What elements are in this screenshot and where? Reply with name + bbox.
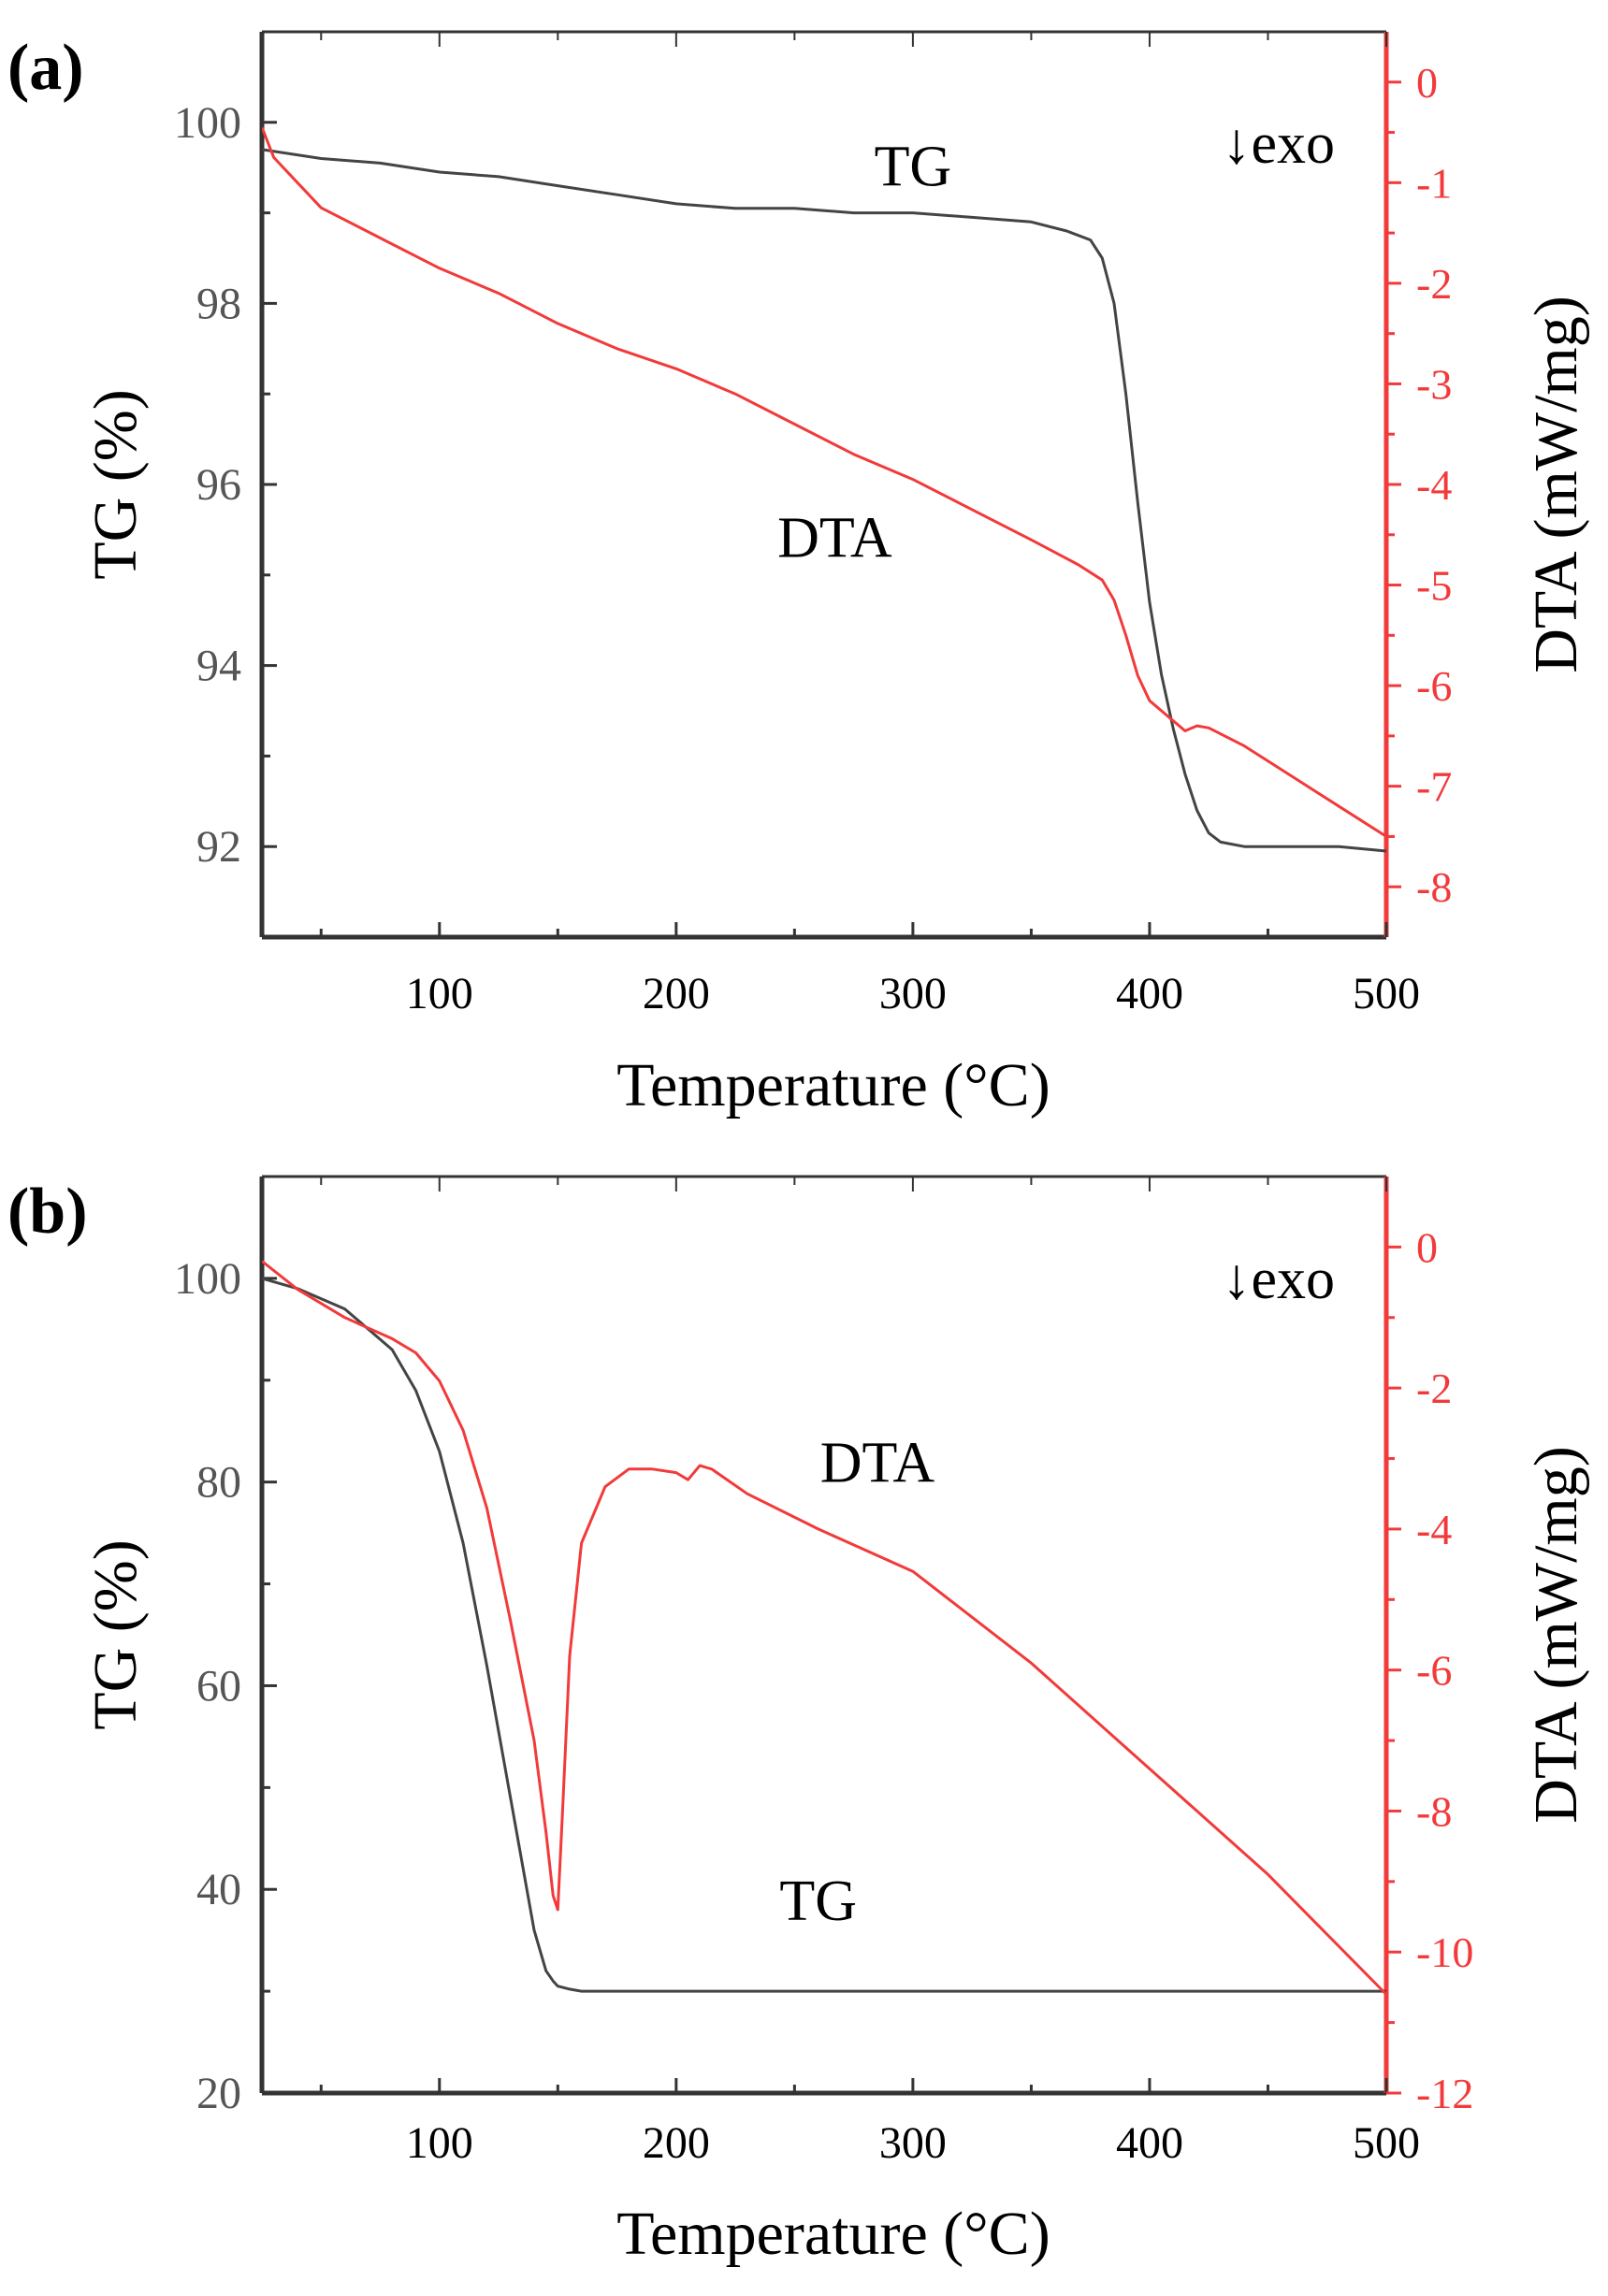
y2-tick-label: -6 <box>1416 662 1452 710</box>
x-tick-label: 100 <box>406 2118 473 2168</box>
x-tick-label: 300 <box>879 2118 947 2168</box>
x-tick-label: 400 <box>1116 969 1183 1018</box>
series-label-dta: DTA <box>820 1432 935 1495</box>
series-label-tg: TG <box>779 1870 857 1933</box>
panel-label: (b) <box>7 1176 88 1248</box>
y2-tick-label: -8 <box>1416 1787 1452 1835</box>
y2-tick-label: -4 <box>1416 1506 1452 1553</box>
y-tick-label: 20 <box>196 2069 241 2118</box>
y2-tick-label: -10 <box>1416 1928 1473 1976</box>
x-tick-label: 200 <box>643 2118 710 2168</box>
series-dta-line <box>262 1260 1386 1996</box>
panel-label: (a) <box>7 32 84 104</box>
y2-tick-label: -2 <box>1416 260 1452 308</box>
y2-tick-label: -6 <box>1416 1647 1452 1695</box>
x-axis-label: Temperature (°C) <box>616 1051 1050 1119</box>
x-tick-label: 300 <box>879 969 947 1018</box>
series-dta-line <box>262 126 1386 838</box>
series-label-dta: DTA <box>777 506 892 570</box>
x-tick-label: 100 <box>406 969 473 1018</box>
y2-tick-label: -12 <box>1416 2070 1473 2117</box>
y-tick-label: 100 <box>174 98 241 148</box>
y-axis-label: TG (%) <box>81 1539 150 1729</box>
series-tg-line <box>262 148 1386 853</box>
y2-axis-label: DTA (mW/mg) <box>1522 296 1590 672</box>
x-axis-label: Temperature (°C) <box>616 2200 1050 2268</box>
y2-axis-label: DTA (mW/mg) <box>1522 1446 1590 1823</box>
x-tick-label: 400 <box>1116 2118 1183 2168</box>
exo-annotation: ↓exo <box>1222 112 1335 176</box>
y2-tick-label: -8 <box>1416 863 1452 911</box>
y2-tick-label: 0 <box>1416 59 1438 107</box>
y2-tick-label: -3 <box>1416 360 1452 408</box>
y-tick-label: 98 <box>196 279 241 328</box>
exo-annotation: ↓exo <box>1222 1248 1335 1311</box>
y-tick-label: 80 <box>196 1458 241 1508</box>
series-label-tg: TG <box>875 136 952 199</box>
chart-panel-b: 100 200 300 400 500 20 40 60 80 100 0 -2 -4 -6 -8 -10 -1… <box>7 1175 1590 2268</box>
y-tick-label: 92 <box>196 822 241 872</box>
chart-panel-a: 100 200 300 400 500 92 94 96 98 100 0 -1 -2 -3 -4 -5 -6 -… <box>7 30 1590 1119</box>
y-tick-label: 40 <box>196 1865 241 1914</box>
x-tick-label: 500 <box>1353 2118 1420 2168</box>
y2-tick-label: 0 <box>1416 1223 1438 1271</box>
y2-tick-label: -1 <box>1416 159 1452 207</box>
x-tick-label: 500 <box>1353 969 1420 1018</box>
x-tick-label: 200 <box>643 969 710 1018</box>
y2-tick-label: -5 <box>1416 562 1452 610</box>
y2-tick-label: -7 <box>1416 763 1452 811</box>
y-axis-label: TG (%) <box>81 389 150 579</box>
y-tick-label: 100 <box>174 1254 241 1304</box>
y2-tick-label: -2 <box>1416 1365 1452 1412</box>
series-tg-line <box>262 1277 1386 1993</box>
y-tick-label: 94 <box>196 642 241 691</box>
y2-tick-label: -4 <box>1416 461 1452 509</box>
y-tick-label: 96 <box>196 460 241 510</box>
y-tick-label: 60 <box>196 1661 241 1711</box>
